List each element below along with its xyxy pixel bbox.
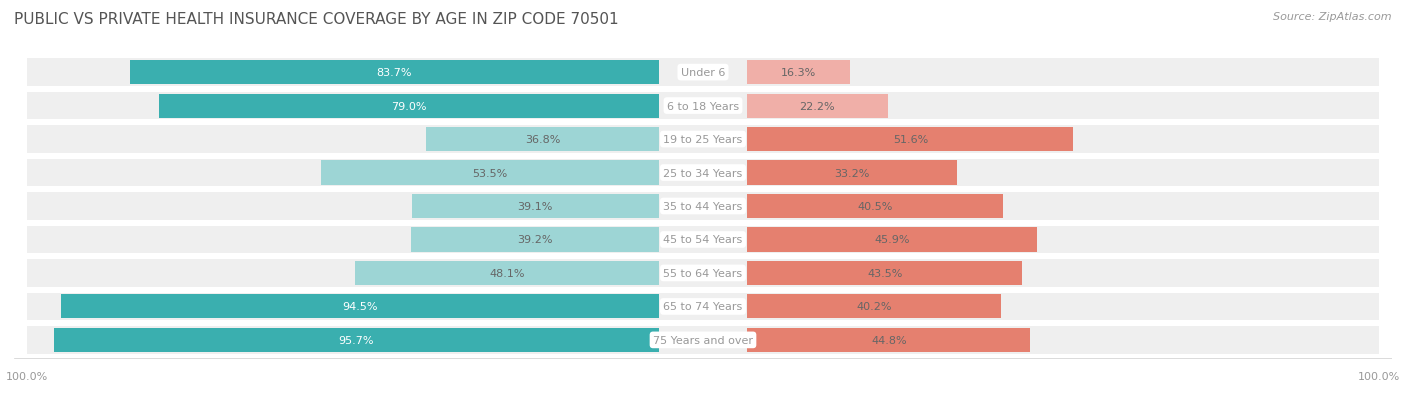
Bar <box>27 226 1379 254</box>
Bar <box>747 161 957 185</box>
Bar <box>411 228 659 252</box>
Text: 51.6%: 51.6% <box>893 135 928 145</box>
Text: 45 to 54 Years: 45 to 54 Years <box>664 235 742 245</box>
Bar <box>354 261 659 285</box>
Text: Source: ZipAtlas.com: Source: ZipAtlas.com <box>1274 12 1392 22</box>
Text: 79.0%: 79.0% <box>391 101 427 112</box>
Bar <box>129 61 659 85</box>
Bar <box>747 294 1001 319</box>
Text: 6 to 18 Years: 6 to 18 Years <box>666 101 740 112</box>
Bar <box>27 326 1379 354</box>
Bar <box>27 293 1379 320</box>
Text: 39.1%: 39.1% <box>517 202 553 211</box>
Bar <box>159 94 659 119</box>
Text: 45.9%: 45.9% <box>875 235 910 245</box>
Bar <box>747 128 1073 152</box>
Text: 94.5%: 94.5% <box>342 301 378 312</box>
Text: 25 to 34 Years: 25 to 34 Years <box>664 168 742 178</box>
Bar <box>27 159 1379 187</box>
Bar <box>27 59 1379 87</box>
Text: Under 6: Under 6 <box>681 68 725 78</box>
Bar <box>747 61 851 85</box>
Text: 33.2%: 33.2% <box>835 168 870 178</box>
Bar <box>426 128 659 152</box>
Bar <box>27 260 1379 287</box>
Text: 39.2%: 39.2% <box>517 235 553 245</box>
Text: 35 to 44 Years: 35 to 44 Years <box>664 202 742 211</box>
Bar <box>27 193 1379 220</box>
Bar <box>412 195 659 218</box>
Text: 40.5%: 40.5% <box>858 202 893 211</box>
Bar <box>747 261 1022 285</box>
Text: 40.2%: 40.2% <box>856 301 891 312</box>
Text: 83.7%: 83.7% <box>377 68 412 78</box>
Bar <box>747 195 1004 218</box>
Bar <box>747 328 1031 352</box>
Text: 43.5%: 43.5% <box>868 268 903 278</box>
Text: PUBLIC VS PRIVATE HEALTH INSURANCE COVERAGE BY AGE IN ZIP CODE 70501: PUBLIC VS PRIVATE HEALTH INSURANCE COVER… <box>14 12 619 27</box>
Text: 44.8%: 44.8% <box>870 335 907 345</box>
Text: 53.5%: 53.5% <box>472 168 508 178</box>
Bar <box>321 161 659 185</box>
Text: 55 to 64 Years: 55 to 64 Years <box>664 268 742 278</box>
Bar <box>27 93 1379 120</box>
Text: 65 to 74 Years: 65 to 74 Years <box>664 301 742 312</box>
Bar <box>27 126 1379 153</box>
Text: 48.1%: 48.1% <box>489 268 524 278</box>
Text: 75 Years and over: 75 Years and over <box>652 335 754 345</box>
Text: 22.2%: 22.2% <box>800 101 835 112</box>
Text: 95.7%: 95.7% <box>339 335 374 345</box>
Bar <box>53 328 659 352</box>
Bar <box>747 228 1038 252</box>
Text: 16.3%: 16.3% <box>782 68 817 78</box>
Text: 19 to 25 Years: 19 to 25 Years <box>664 135 742 145</box>
Bar <box>62 294 659 319</box>
Text: 36.8%: 36.8% <box>524 135 560 145</box>
Bar <box>747 94 887 119</box>
